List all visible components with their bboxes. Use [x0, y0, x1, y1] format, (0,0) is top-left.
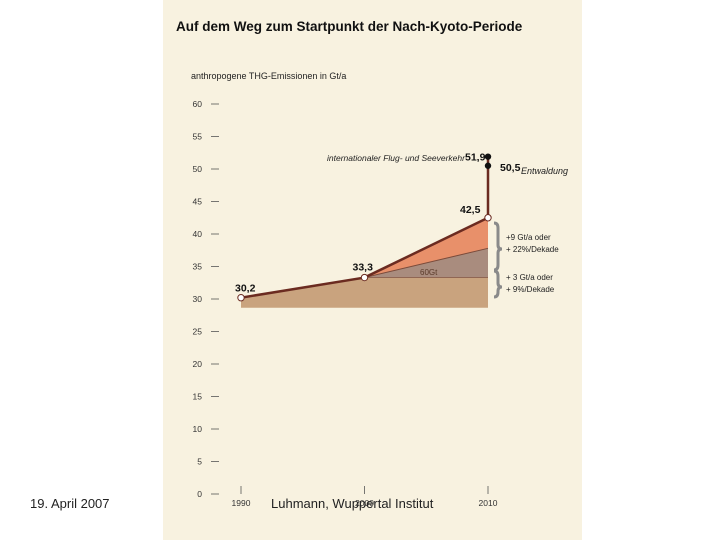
footer-source: Luhmann, Wuppertal Institut: [271, 496, 434, 511]
data-point: [360, 273, 369, 282]
area-base: [241, 277, 488, 308]
data-label: 30,2: [235, 283, 256, 295]
data-points: [237, 153, 492, 302]
y-tick-label: 0: [197, 489, 202, 499]
y-tick-label: 45: [193, 197, 203, 207]
y-tick-label: 55: [193, 132, 203, 142]
data-label: 50,5: [500, 162, 521, 174]
brace-lower-line1: + 3 Gt/a oder: [506, 273, 553, 282]
data-point: [484, 214, 492, 222]
data-point-50-5: [484, 162, 492, 169]
area-label: 60Gt: [420, 268, 438, 277]
footer-date: 19. April 2007: [30, 496, 110, 511]
brace-lower-line2: + 9%/Dekade: [506, 285, 555, 294]
brace-upper-line2: + 22%/Dekade: [506, 245, 559, 254]
data-label: 42,5: [460, 204, 481, 216]
y-tick-label: 30: [193, 294, 203, 304]
y-tick-label: 5: [197, 457, 202, 467]
data-label: 51,9: [465, 152, 486, 164]
x-tick-label: 2010: [479, 498, 498, 508]
flight-shipping-label: internationaler Flug- und Seeverkehr: [327, 153, 466, 163]
y-tick-label: 10: [193, 424, 203, 434]
chart-title: Auf dem Weg zum Startpunkt der Nach-Kyot…: [176, 19, 523, 34]
y-tick-label: 15: [193, 392, 203, 402]
x-tick-label: 1990: [232, 498, 251, 508]
x-tick-label: 2000: [355, 498, 374, 508]
y-ticks: 0 5 10 15 20 25 30 35 40 45 50 55 60: [193, 99, 219, 499]
y-tick-label: 50: [193, 164, 203, 174]
y-tick-label: 25: [193, 327, 203, 337]
y-tick-label: 40: [193, 229, 203, 239]
x-ticks: 1990 2000 2010: [232, 486, 498, 508]
data-point: [237, 294, 245, 302]
brace-lower: [493, 269, 503, 299]
mid-boundary-line: [364, 247, 489, 279]
brace-upper-line1: +9 Gt/a oder: [506, 233, 551, 242]
data-label: 33,3: [353, 262, 374, 274]
y-tick-label: 20: [193, 359, 203, 369]
deforestation-label: Entwaldung: [521, 166, 568, 176]
brace-upper: [493, 221, 503, 272]
data-labels: 30,2 33,3 42,5 51,9 50,5: [235, 152, 521, 295]
y-axis-label: anthropogene THG-Emissionen in Gt/a: [191, 71, 346, 81]
y-tick-label: 35: [193, 262, 203, 272]
chart-panel: [163, 0, 582, 540]
data-point-51-9: [484, 153, 492, 160]
y-tick-label: 60: [193, 99, 203, 109]
